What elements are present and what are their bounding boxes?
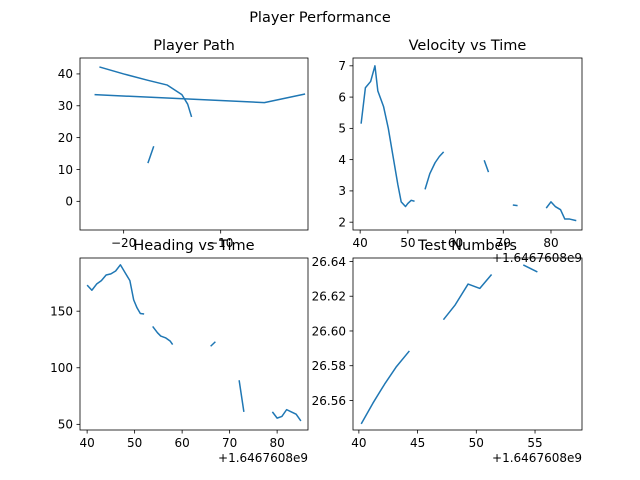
velocity-xtick-label: 40 <box>353 236 368 250</box>
test-numbers-line-segment-2 <box>522 264 538 273</box>
heading-xtick-label: 40 <box>79 436 94 450</box>
test-numbers-line-segment-0 <box>360 350 410 425</box>
velocity-xtick-label: 80 <box>543 236 558 250</box>
player-path-series <box>94 66 306 164</box>
velocity-ytick-label: 5 <box>338 122 346 136</box>
heading-xtick-label: 60 <box>174 436 189 450</box>
test-numbers-frame <box>352 257 583 431</box>
test-numbers-ytick-label: 26.58 <box>312 359 346 373</box>
heading-series <box>86 264 302 422</box>
test-numbers-xtick-label: 55 <box>527 436 542 450</box>
velocity-xtick-label: 60 <box>448 236 463 250</box>
velocity-xtick-label: 50 <box>400 236 415 250</box>
heading-line-segment-0 <box>86 264 145 315</box>
velocity-line-segment-1 <box>424 151 445 190</box>
test-numbers-ytick-label: 26.64 <box>312 255 346 269</box>
player-path-ytick-label: 30 <box>58 99 73 113</box>
heading-offset-label: +1.6467608e9 <box>218 451 308 465</box>
velocity-ytick-label: 4 <box>338 153 346 167</box>
velocity-xtick-label: 70 <box>496 236 511 250</box>
velocity-ytick-label: 7 <box>338 59 346 73</box>
player-path-ytick-label: 20 <box>58 131 73 145</box>
velocity-line-segment-0 <box>360 65 415 208</box>
player-path-ytick-label: 40 <box>58 67 73 81</box>
test-numbers-title: Test Numbers <box>417 238 517 254</box>
test-numbers-line-segment-1 <box>442 274 493 321</box>
test-numbers-ytick-label: 26.60 <box>312 324 346 338</box>
heading-xtick-label: 70 <box>222 436 237 450</box>
velocity-line-segment-4 <box>545 201 577 222</box>
heading-ytick-label: 100 <box>50 361 73 375</box>
player-path-xtick-label: −20 <box>111 236 136 250</box>
player-path-ytick-label: 10 <box>58 163 73 177</box>
player-path-line-segment-1 <box>94 93 306 104</box>
heading-ytick-label: 50 <box>58 418 73 432</box>
velocity-line-segment-3 <box>512 204 518 207</box>
test-numbers-ytick-label: 26.62 <box>312 290 346 304</box>
test-numbers-xtick-label: 50 <box>469 436 484 450</box>
test-numbers-xtick-label: 40 <box>351 436 366 450</box>
test-numbers-offset-label: +1.6467608e9 <box>492 451 582 465</box>
test-numbers-axes: 40 45 50 55 26.56 26.58 26.60 26.62 26.64 +1.6467… <box>312 238 583 465</box>
heading-line-segment-1 <box>152 326 174 346</box>
player-path-xtick-label: −10 <box>208 236 233 250</box>
test-numbers-series <box>360 264 538 425</box>
test-numbers-ytick-label: 26.56 <box>312 394 346 408</box>
velocity-ytick-label: 3 <box>338 184 346 198</box>
velocity-series <box>360 65 577 222</box>
velocity-ytick-label: 6 <box>338 90 346 104</box>
heading-ytick-label: 150 <box>50 304 73 318</box>
velocity-line-segment-2 <box>483 160 490 173</box>
heading-xtick-label: 80 <box>269 436 284 450</box>
velocity-frame <box>352 57 583 231</box>
test-numbers-xtick-label: 45 <box>410 436 425 450</box>
heading-axes: 40 50 60 70 80 50 100 150 +1.6467608e9 Heading vs… <box>50 238 309 465</box>
heading-title: Heading vs Time <box>133 238 254 254</box>
velocity-ytick-label: 2 <box>338 215 346 229</box>
heading-line-segment-2 <box>210 341 216 347</box>
player-path-line-segment-2 <box>147 145 155 164</box>
player-path-line-segment-0 <box>99 66 193 118</box>
player-path-title: Player Path <box>153 38 235 54</box>
player-path-ytick-label: 0 <box>65 195 73 209</box>
heading-line-segment-3 <box>238 380 245 413</box>
player-path-frame <box>79 57 309 231</box>
player-path-axes: −20 −10 0 10 20 30 40 Player Path <box>58 38 309 250</box>
figure-suptitle: Player Performance <box>249 10 391 26</box>
heading-line-segment-4 <box>271 408 302 422</box>
velocity-title: Velocity vs Time <box>409 38 527 54</box>
heading-frame <box>79 257 309 431</box>
heading-xtick-label: 50 <box>127 436 142 450</box>
